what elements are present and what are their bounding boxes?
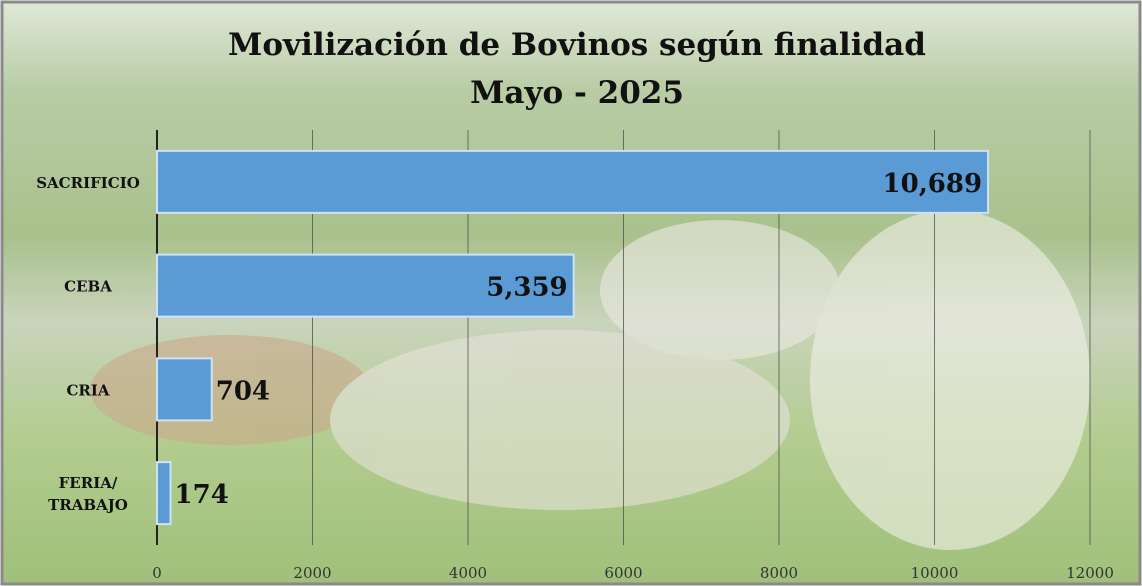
x-tick-label: 12000 — [1066, 564, 1114, 582]
x-tick-label: 10000 — [911, 564, 959, 582]
y-tick-label: SACRIFICIO — [36, 174, 140, 192]
page: Movilización de Bovinos según finalidad … — [0, 0, 1142, 586]
chart: Movilización de Bovinos según finalidad … — [0, 0, 1142, 586]
chart-title: Movilización de Bovinos según finalidad — [228, 27, 926, 63]
chart-subtitle: Mayo - 2025 — [470, 75, 684, 111]
y-tick-label: CEBA — [64, 278, 112, 296]
value-label: 704 — [216, 376, 270, 406]
y-tick-label: CRIA — [66, 381, 109, 399]
value-label: 10,689 — [883, 169, 983, 199]
bar — [157, 151, 988, 213]
x-tick-label: 6000 — [604, 564, 642, 582]
value-label: 174 — [175, 480, 229, 510]
x-tick-label: 0 — [152, 564, 162, 582]
bar — [157, 462, 171, 524]
x-tick-label: 2000 — [293, 564, 331, 582]
x-tick-label: 8000 — [760, 564, 798, 582]
bar — [157, 358, 212, 420]
value-label: 5,359 — [486, 273, 567, 303]
x-tick-label: 4000 — [449, 564, 487, 582]
